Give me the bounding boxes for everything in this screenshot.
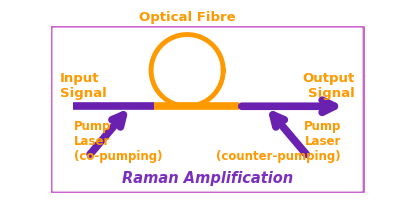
Text: Output
Signal: Output Signal — [303, 72, 355, 100]
Text: Input
Signal: Input Signal — [60, 72, 107, 100]
Text: Raman Amplification: Raman Amplification — [122, 171, 293, 186]
Text: Optical Fibre: Optical Fibre — [139, 12, 235, 25]
Text: Pump
Laser
(co-pumping): Pump Laser (co-pumping) — [74, 120, 163, 163]
Text: Pump
Laser
(counter-pumping): Pump Laser (counter-pumping) — [216, 120, 341, 163]
